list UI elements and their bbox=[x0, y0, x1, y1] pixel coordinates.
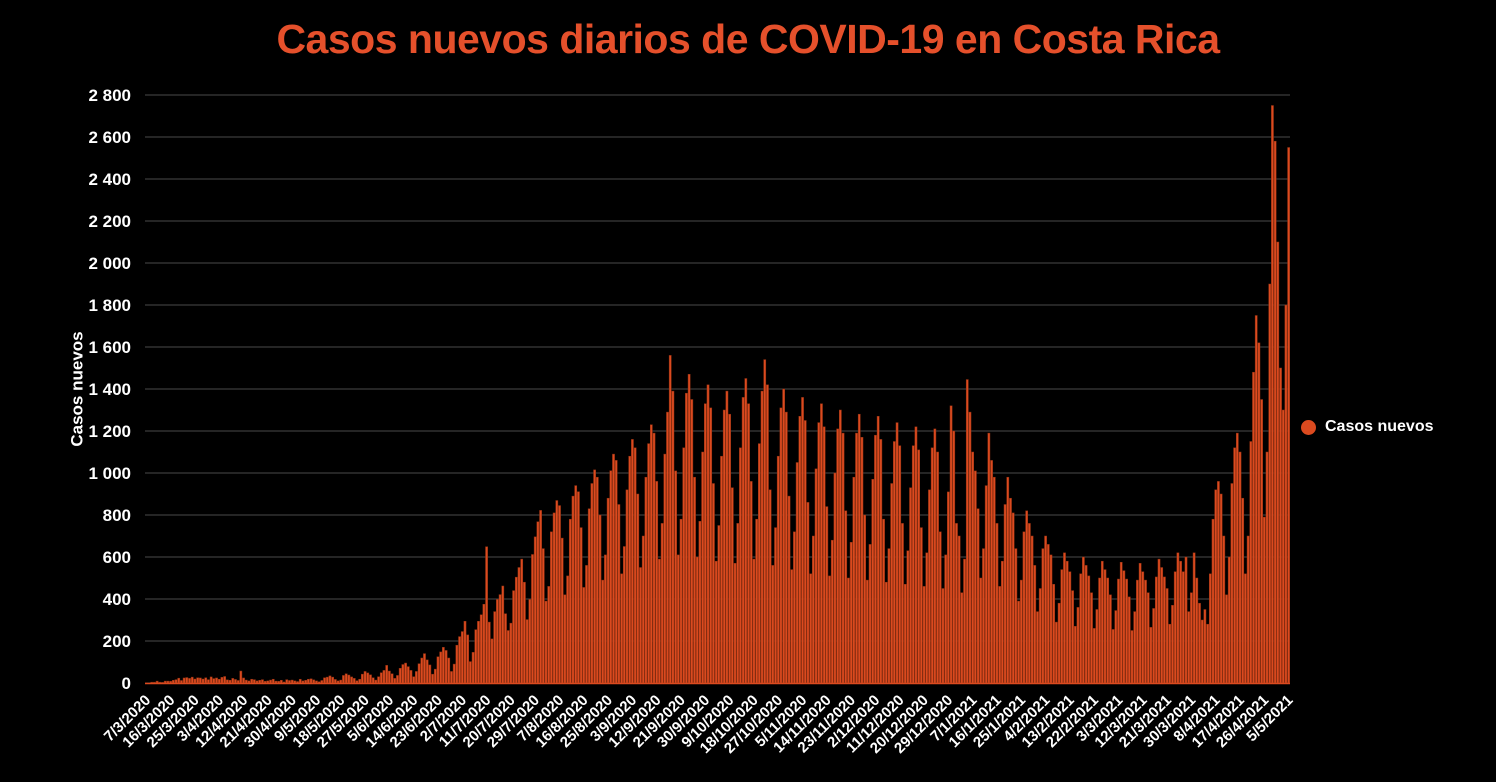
svg-text:800: 800 bbox=[103, 506, 131, 525]
svg-text:1 000: 1 000 bbox=[88, 464, 131, 483]
x-tick-labels: 7/3/202016/3/202025/3/20203/4/202012/4/2… bbox=[101, 692, 1297, 757]
y-tick-labels: 0 200 400 600 800 1 000 1 200 1 400 1 600 1 800 2 … bbox=[88, 86, 131, 693]
svg-text:200: 200 bbox=[103, 632, 131, 651]
svg-text:1 200: 1 200 bbox=[88, 422, 131, 441]
svg-text:2 800: 2 800 bbox=[88, 86, 131, 105]
svg-text:2 400: 2 400 bbox=[88, 170, 131, 189]
svg-text:600: 600 bbox=[103, 548, 131, 567]
svg-text:1 600: 1 600 bbox=[88, 338, 131, 357]
svg-text:0: 0 bbox=[122, 674, 131, 693]
svg-text:1 400: 1 400 bbox=[88, 380, 131, 399]
gridlines bbox=[145, 94, 1290, 684]
svg-text:1 800: 1 800 bbox=[88, 296, 131, 315]
chart-title: Casos nuevos diarios de COVID-19 en Cost… bbox=[276, 16, 1220, 62]
legend-marker-icon bbox=[1301, 419, 1316, 435]
svg-text:2 600: 2 600 bbox=[88, 128, 131, 147]
svg-text:2 200: 2 200 bbox=[88, 212, 131, 231]
svg-text:2 000: 2 000 bbox=[88, 254, 131, 273]
legend-label: Casos nuevos bbox=[1325, 418, 1434, 435]
svg-text:400: 400 bbox=[103, 590, 131, 609]
legend: Casos nuevos bbox=[1301, 418, 1433, 436]
bars bbox=[145, 105, 1290, 684]
